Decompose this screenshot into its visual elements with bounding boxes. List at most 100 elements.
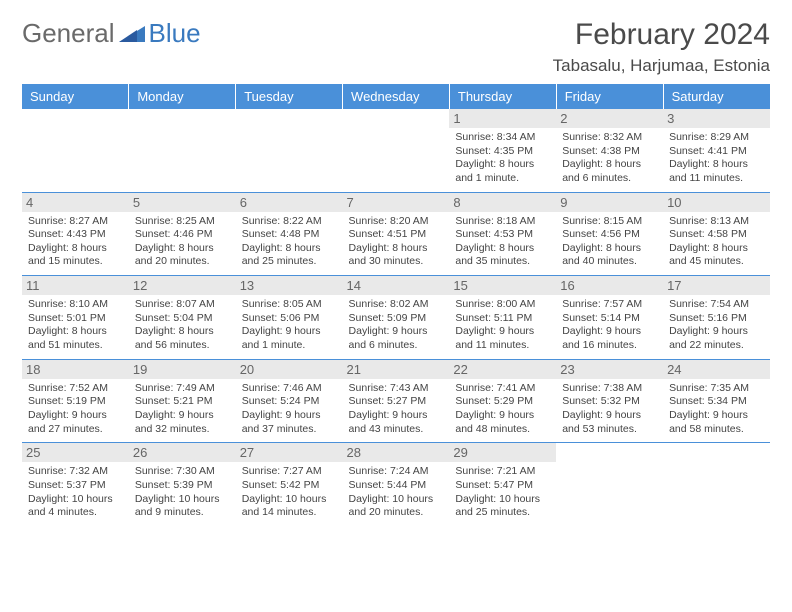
day-number: 24 (663, 360, 770, 379)
calendar-day-cell: 16Sunrise: 7:57 AMSunset: 5:14 PMDayligh… (556, 276, 663, 360)
daylight-text: Daylight: 8 hours and 20 minutes. (135, 242, 230, 269)
day-number: 12 (129, 276, 236, 295)
day-number: 19 (129, 360, 236, 379)
calendar-day-cell: 10Sunrise: 8:13 AMSunset: 4:58 PMDayligh… (663, 192, 770, 276)
day-number: 6 (236, 193, 343, 212)
sunrise-text: Sunrise: 8:18 AM (455, 215, 550, 229)
day-info: Sunrise: 8:07 AMSunset: 5:04 PMDaylight:… (135, 298, 230, 353)
sunrise-text: Sunrise: 8:02 AM (349, 298, 444, 312)
sunrise-text: Sunrise: 7:41 AM (455, 382, 550, 396)
daylight-text: Daylight: 8 hours and 11 minutes. (669, 158, 764, 185)
daylight-text: Daylight: 9 hours and 16 minutes. (562, 325, 657, 352)
day-info: Sunrise: 7:32 AMSunset: 5:37 PMDaylight:… (28, 465, 123, 520)
day-number: 29 (449, 443, 556, 462)
day-number: 3 (663, 109, 770, 128)
sunset-text: Sunset: 5:34 PM (669, 395, 764, 409)
calendar-day-cell: 2Sunrise: 8:32 AMSunset: 4:38 PMDaylight… (556, 109, 663, 192)
calendar-day-cell: 20Sunrise: 7:46 AMSunset: 5:24 PMDayligh… (236, 359, 343, 443)
sunrise-text: Sunrise: 7:49 AM (135, 382, 230, 396)
calendar-day-cell: 21Sunrise: 7:43 AMSunset: 5:27 PMDayligh… (343, 359, 450, 443)
logo-word-2: Blue (149, 18, 201, 49)
calendar-day-cell: 19 Sunrise: 7:49 AMSunset: 5:21 PMDayligh… (129, 359, 236, 443)
daylight-text: Daylight: 9 hours and 37 minutes. (242, 409, 337, 436)
day-number: 17 (663, 276, 770, 295)
sunset-text: Sunset: 4:38 PM (562, 145, 657, 159)
sunrise-text: Sunrise: 8:15 AM (562, 215, 657, 229)
calendar-day-cell: 7Sunrise: 8:20 AMSunset: 4:51 PMDaylight… (343, 192, 450, 276)
sunset-text: Sunset: 5:21 PM (135, 395, 230, 409)
sunset-text: Sunset: 5:06 PM (242, 312, 337, 326)
day-info: Sunrise: 8:00 AMSunset: 5:11 PMDaylight:… (455, 298, 550, 353)
sunset-text: Sunset: 5:27 PM (349, 395, 444, 409)
day-info: Sunrise: 7:52 AMSunset: 5:19 PMDaylight:… (28, 382, 123, 437)
day-number: 28 (343, 443, 450, 462)
sunset-text: Sunset: 4:51 PM (349, 228, 444, 242)
daylight-text: Daylight: 8 hours and 40 minutes. (562, 242, 657, 269)
day-info: Sunrise: 7:54 AMSunset: 5:16 PMDaylight:… (669, 298, 764, 353)
calendar-day-cell: 18Sunrise: 7:52 AMSunset: 5:19 PMDayligh… (22, 359, 129, 443)
day-info: Sunrise: 8:32 AMSunset: 4:38 PMDaylight:… (562, 131, 657, 186)
daylight-text: Daylight: 8 hours and 35 minutes. (455, 242, 550, 269)
calendar-day-cell: 11Sunrise: 8:10 AMSunset: 5:01 PMDayligh… (22, 276, 129, 360)
calendar-body: 1Sunrise: 8:34 AMSunset: 4:35 PMDaylight… (22, 109, 770, 526)
sunrise-text: Sunrise: 8:34 AM (455, 131, 550, 145)
daylight-text: Daylight: 10 hours and 14 minutes. (242, 493, 337, 520)
day-info: Sunrise: 8:13 AMSunset: 4:58 PMDaylight:… (669, 215, 764, 270)
calendar-day-cell: 3 Sunrise: 8:29 AMSunset: 4:41 PMDaylight… (663, 109, 770, 192)
day-number: 27 (236, 443, 343, 462)
daylight-text: Daylight: 8 hours and 1 minute. (455, 158, 550, 185)
calendar-day-cell: 25Sunrise: 7:32 AMSunset: 5:37 PMDayligh… (22, 443, 129, 526)
calendar-day-cell: 5Sunrise: 8:25 AMSunset: 4:46 PMDaylight… (129, 192, 236, 276)
daylight-text: Daylight: 8 hours and 15 minutes. (28, 242, 123, 269)
day-number: 15 (449, 276, 556, 295)
month-title: February 2024 (553, 18, 770, 52)
day-number: 22 (449, 360, 556, 379)
daylight-text: Daylight: 9 hours and 32 minutes. (135, 409, 230, 436)
day-info: Sunrise: 8:25 AMSunset: 4:46 PMDaylight:… (135, 215, 230, 270)
calendar-day-cell: 26Sunrise: 7:30 AMSunset: 5:39 PMDayligh… (129, 443, 236, 526)
day-info: Sunrise: 7:41 AMSunset: 5:29 PMDaylight:… (455, 382, 550, 437)
sunset-text: Sunset: 5:16 PM (669, 312, 764, 326)
sunset-text: Sunset: 5:09 PM (349, 312, 444, 326)
daylight-text: Daylight: 10 hours and 25 minutes. (455, 493, 550, 520)
calendar-day-cell (343, 109, 450, 192)
day-number: 7 (343, 193, 450, 212)
sunrise-text: Sunrise: 8:32 AM (562, 131, 657, 145)
sunset-text: Sunset: 5:42 PM (242, 479, 337, 493)
calendar-day-cell: 4Sunrise: 8:27 AMSunset: 4:43 PMDaylight… (22, 192, 129, 276)
sunrise-text: Sunrise: 8:20 AM (349, 215, 444, 229)
calendar-day-cell: 24Sunrise: 7:35 AMSunset: 5:34 PMDayligh… (663, 359, 770, 443)
day-info: Sunrise: 8:02 AMSunset: 5:09 PMDaylight:… (349, 298, 444, 353)
day-info: Sunrise: 7:30 AMSunset: 5:39 PMDaylight:… (135, 465, 230, 520)
daylight-text: Daylight: 10 hours and 9 minutes. (135, 493, 230, 520)
daylight-text: Daylight: 9 hours and 53 minutes. (562, 409, 657, 436)
day-number: 9 (556, 193, 663, 212)
day-info: Sunrise: 8:15 AMSunset: 4:56 PMDaylight:… (562, 215, 657, 270)
calendar-day-cell: 8Sunrise: 8:18 AMSunset: 4:53 PMDaylight… (449, 192, 556, 276)
calendar-day-cell: 22 Sunrise: 7:41 AMSunset: 5:29 PMDayligh… (449, 359, 556, 443)
calendar-day-cell: 29Sunrise: 7:21 AMSunset: 5:47 PMDayligh… (449, 443, 556, 526)
daylight-text: Daylight: 8 hours and 45 minutes. (669, 242, 764, 269)
day-number: 16 (556, 276, 663, 295)
weekday-header: Monday (129, 84, 236, 109)
sunset-text: Sunset: 5:14 PM (562, 312, 657, 326)
sunset-text: Sunset: 4:41 PM (669, 145, 764, 159)
calendar-day-cell (556, 443, 663, 526)
day-number: 4 (22, 193, 129, 212)
calendar-day-cell: 23Sunrise: 7:38 AMSunset: 5:32 PMDayligh… (556, 359, 663, 443)
sunset-text: Sunset: 4:58 PM (669, 228, 764, 242)
sunrise-text: Sunrise: 8:13 AM (669, 215, 764, 229)
daylight-text: Daylight: 10 hours and 20 minutes. (349, 493, 444, 520)
daylight-text: Daylight: 9 hours and 22 minutes. (669, 325, 764, 352)
calendar-day-cell (663, 443, 770, 526)
weekday-header: Friday (556, 84, 663, 109)
day-info: Sunrise: 7:43 AMSunset: 5:27 PMDaylight:… (349, 382, 444, 437)
sunset-text: Sunset: 5:04 PM (135, 312, 230, 326)
daylight-text: Daylight: 10 hours and 4 minutes. (28, 493, 123, 520)
sunrise-text: Sunrise: 8:07 AM (135, 298, 230, 312)
sunrise-text: Sunrise: 8:29 AM (669, 131, 764, 145)
sunrise-text: Sunrise: 8:00 AM (455, 298, 550, 312)
calendar-day-cell: 17 Sunrise: 7:54 AMSunset: 5:16 PMDayligh… (663, 276, 770, 360)
weekday-header: Tuesday (236, 84, 343, 109)
logo-triangle-icon (119, 22, 145, 45)
